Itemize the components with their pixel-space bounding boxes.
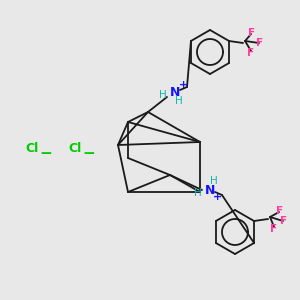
Text: Cl: Cl (68, 142, 82, 154)
Text: F: F (248, 28, 256, 38)
Text: Cl: Cl (26, 142, 39, 154)
Text: F: F (256, 38, 264, 48)
Text: N: N (170, 85, 180, 98)
Text: +: + (178, 80, 188, 90)
Text: H: H (175, 96, 183, 106)
Text: H: H (159, 90, 167, 100)
Text: H: H (210, 176, 218, 186)
Text: N: N (205, 184, 215, 196)
Text: −: − (82, 146, 95, 160)
Text: H: H (194, 188, 202, 198)
Text: F: F (277, 206, 284, 216)
Text: F: F (280, 216, 288, 226)
Text: +: + (213, 192, 223, 202)
Text: F: F (248, 48, 255, 58)
Text: F: F (271, 224, 278, 234)
Text: −: − (40, 146, 52, 160)
